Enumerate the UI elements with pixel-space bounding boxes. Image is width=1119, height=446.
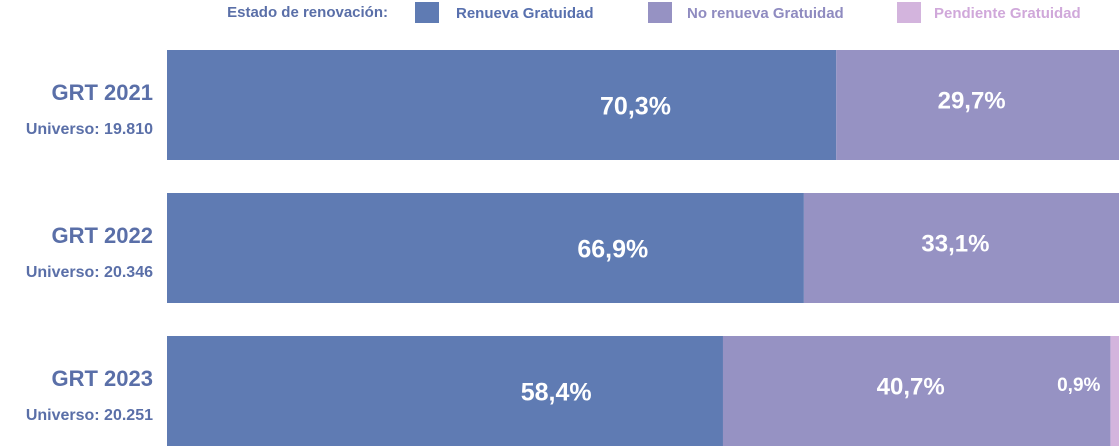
legend-label: Pendiente Gratuidad (934, 5, 1081, 22)
category-label: GRT 2022 (52, 223, 154, 248)
category-label: GRT 2021 (52, 80, 154, 105)
value-label: 40,7% (877, 373, 945, 400)
legend-title: Estado de renovación: (227, 4, 388, 21)
value-label: 66,9% (577, 236, 648, 264)
value-label: 70,3% (600, 93, 671, 121)
value-label: 58,4% (521, 379, 592, 407)
bar-segment (167, 50, 837, 160)
legend-swatch (415, 2, 439, 23)
category-label: GRT 2023 (52, 366, 154, 391)
legend-label: Renueva Gratuidad (456, 5, 594, 22)
bar-segment (167, 193, 804, 303)
category-sublabel: Universo: 20.346 (26, 264, 153, 281)
legend-label: No renueva Gratuidad (687, 5, 844, 22)
value-label: 33,1% (921, 230, 989, 257)
category-sublabel: Universo: 20.251 (26, 407, 153, 424)
legend-swatch (648, 2, 672, 23)
bar-segment (722, 336, 1111, 446)
bar-segment (1110, 336, 1119, 446)
bar-segment (803, 193, 1119, 303)
bar-segment (167, 336, 723, 446)
value-label: 0,9% (1057, 375, 1100, 396)
value-label: 29,7% (938, 87, 1006, 114)
bar-segment (836, 50, 1119, 160)
legend-swatch (897, 2, 921, 23)
category-sublabel: Universo: 19.810 (26, 121, 153, 138)
